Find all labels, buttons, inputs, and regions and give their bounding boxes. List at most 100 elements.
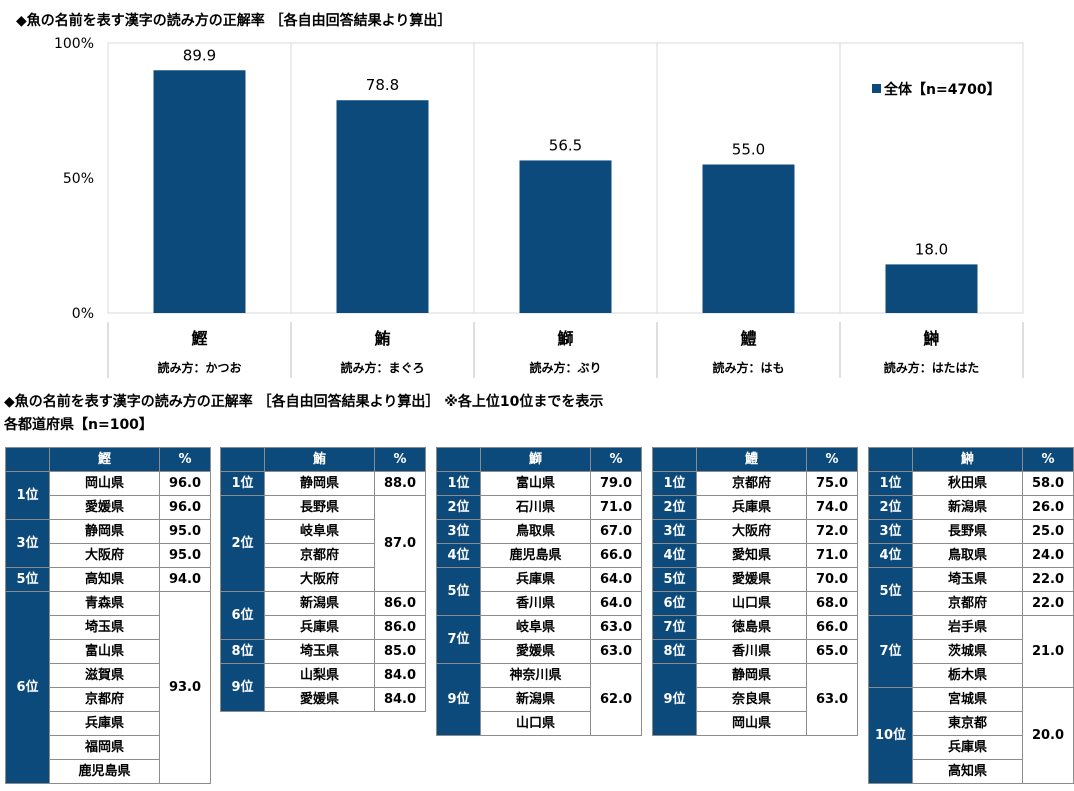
tables-subtitle: 各都道府県【n=100】	[4, 417, 153, 433]
table-row: 愛媛県 63.0	[437, 639, 642, 664]
percent-cell: 87.0	[374, 495, 426, 592]
rank-cell: 3位	[5, 519, 50, 568]
prefecture-cell: 埼玉県	[49, 615, 160, 640]
rank-cell: 2位	[868, 495, 913, 520]
prefecture-cell: 栃木県	[912, 663, 1023, 688]
prefecture-cell: 京都府	[264, 543, 375, 568]
percent-cell: 86.0	[374, 591, 426, 616]
prefecture-cell: 静岡県	[264, 471, 375, 496]
table-row: 4位 鹿児島県 66.0	[436, 543, 642, 568]
header-rank-cell	[652, 447, 697, 472]
prefecture-cell: 富山県	[480, 471, 591, 496]
table-row: 3位 長野県 25.0	[868, 519, 1074, 544]
prefecture-cell: 鳥取県	[480, 519, 591, 544]
percent-cell: 66.0	[806, 615, 858, 640]
prefecture-cell: 兵庫県	[480, 567, 591, 592]
data-label: 56.5	[549, 136, 582, 154]
rank-cell: 3位	[868, 519, 913, 544]
header-fish: 鱧	[696, 447, 807, 472]
category-label: 鮪	[374, 329, 390, 348]
rank-cell: 2位	[652, 495, 697, 520]
table-row: 1位 富山県 79.0	[436, 471, 642, 496]
rank-cell: 1位	[220, 471, 265, 496]
prefecture-cell: 京都府	[696, 471, 807, 496]
table-row: 2位 新潟県 26.0	[868, 495, 1074, 520]
prefecture-cell: 岐阜県	[264, 519, 375, 544]
prefecture-cell: 新潟県	[480, 687, 591, 712]
prefecture-cell: 京都府	[49, 687, 160, 712]
percent-cell: 84.0	[374, 687, 426, 712]
category-label: 鰹	[191, 329, 207, 348]
prefecture-cell: 長野県	[912, 519, 1023, 544]
header-percent: %	[1022, 447, 1074, 472]
prefecture-cell: 岡山県	[696, 711, 807, 736]
percent-cell: 72.0	[806, 519, 858, 544]
table-row: 栃木県	[869, 663, 1074, 688]
prefecture-cell: 宮城県	[912, 687, 1023, 712]
ranking-table-5: 鰰% 1位 秋田県 58.0 2位 新潟県 26.0 3位 長野県 25.0 4位 鳥取県 24.0 5位…	[868, 447, 1074, 784]
percent-cell: 24.0	[1022, 543, 1074, 568]
prefecture-cell: 大阪府	[49, 543, 160, 568]
table-row: 7位 徳島県 66.0	[652, 615, 858, 640]
rank-cell: 1位	[868, 471, 913, 496]
prefecture-cell: 鳥取県	[912, 543, 1023, 568]
table-row: 4位 愛知県 71.0	[652, 543, 858, 568]
table-row: 8位 香川県 65.0	[652, 639, 858, 664]
prefecture-cell: 愛知県	[696, 543, 807, 568]
bar-3	[519, 160, 612, 313]
rank-cell: 6位	[5, 591, 50, 784]
percent-cell: 74.0	[806, 495, 858, 520]
rank-cell: 10位	[868, 687, 913, 784]
prefecture-cell: 新潟県	[912, 495, 1023, 520]
header-rank-cell	[436, 447, 481, 472]
table-row: 高知県	[869, 759, 1074, 784]
table-row: 富山県	[6, 639, 211, 664]
prefecture-cell: 岐阜県	[480, 615, 591, 640]
rank-cell: 8位	[652, 639, 697, 664]
table-row: 香川県 64.0	[437, 591, 642, 616]
category-reading: 読み方：まぐろ	[340, 360, 424, 375]
percent-cell: 21.0	[1022, 615, 1074, 688]
table-row: 6位 青森県 93.0	[5, 591, 211, 784]
table-row: 3位 大阪府 72.0	[652, 519, 858, 544]
percent-cell: 58.0	[1022, 471, 1074, 496]
rank-cell: 7位	[436, 615, 481, 664]
prefecture-cell: 石川県	[480, 495, 591, 520]
y-tick-label: 0%	[72, 306, 94, 322]
rank-cell: 3位	[652, 519, 697, 544]
table-row: 6位 新潟県 86.0	[220, 591, 426, 640]
table-row: 新潟県	[437, 687, 642, 712]
percent-cell: 85.0	[374, 639, 426, 664]
prefecture-cell: 香川県	[480, 591, 591, 616]
table-row: 10位 宮城県 20.0	[868, 687, 1074, 784]
prefecture-cell: 鹿児島県	[480, 543, 591, 568]
rank-cell: 6位	[652, 591, 697, 616]
prefecture-cell: 愛媛県	[696, 567, 807, 592]
percent-cell: 95.0	[159, 519, 211, 544]
legend-swatch	[872, 84, 881, 93]
table-row: 山口県	[437, 711, 642, 736]
percent-cell: 84.0	[374, 663, 426, 688]
table-row: 7位 岩手県 21.0	[868, 615, 1074, 688]
prefecture-cell: 新潟県	[264, 591, 375, 616]
prefecture-cell: 京都府	[912, 591, 1023, 616]
data-label: 55.0	[732, 141, 765, 159]
table-row: 9位 静岡県 63.0	[652, 663, 858, 736]
percent-cell: 63.0	[590, 639, 642, 664]
prefecture-cell: 青森県	[49, 591, 160, 616]
table-row: 大阪府	[221, 567, 426, 592]
category-label: 鱧	[740, 329, 756, 348]
category-label: 鰰	[922, 329, 939, 348]
prefecture-cell: 大阪府	[696, 519, 807, 544]
table-row: 9位 神奈川県 62.0	[436, 663, 642, 736]
percent-cell: 86.0	[374, 615, 426, 640]
rank-cell: 9位	[220, 663, 265, 712]
data-label: 78.8	[366, 76, 399, 94]
rank-cell: 7位	[868, 615, 913, 688]
rank-cell: 3位	[436, 519, 481, 544]
header-fish: 鰹	[49, 447, 160, 472]
prefecture-cell: 大阪府	[264, 567, 375, 592]
header-fish: 鰰	[912, 447, 1023, 472]
ranking-table-4: 鱧% 1位 京都府 75.0 2位 兵庫県 74.0 3位 大阪府 72.0 4位 愛知県 71.0 5位…	[652, 447, 858, 736]
